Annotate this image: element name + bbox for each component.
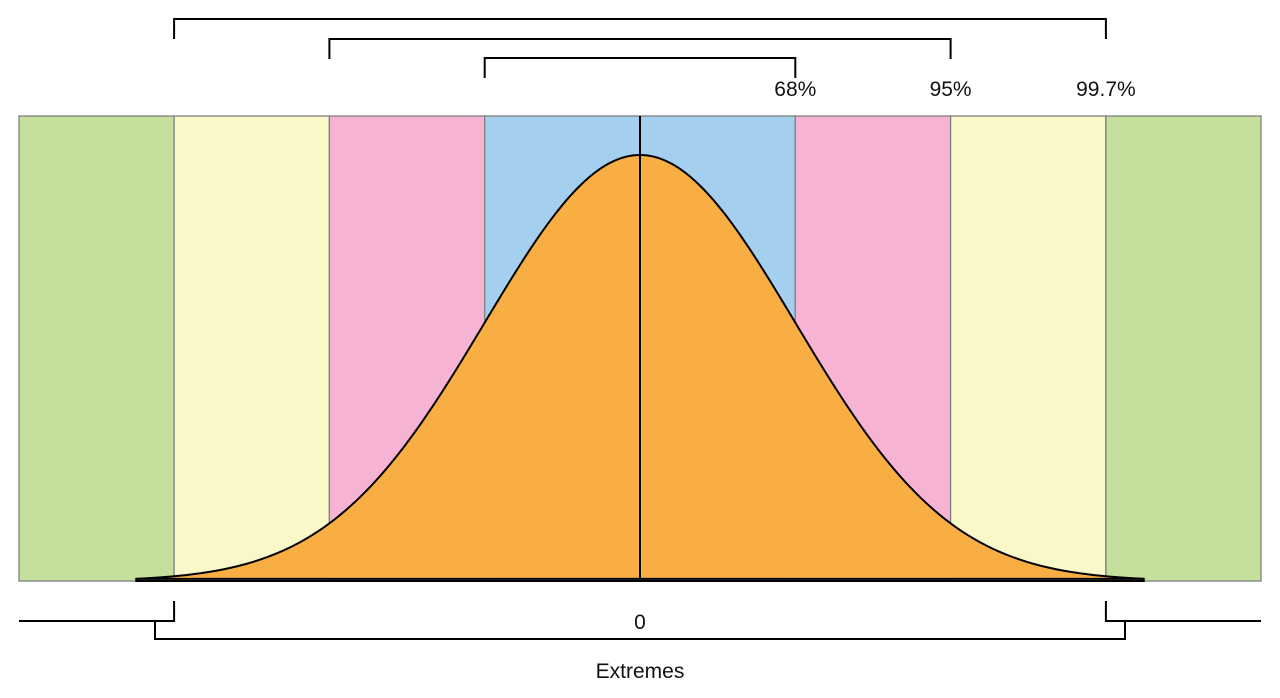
bracket-3sd — [173, 18, 1107, 39]
bracket-label-3sd: 99.7% — [1076, 78, 1136, 101]
extremes-span-bracket — [154, 621, 1126, 640]
bracket-label-2sd: 95% — [930, 78, 972, 101]
center-label: 0 — [634, 611, 646, 634]
brackets-layer: 68% 95% 99.7% — [173, 18, 1136, 101]
band-outer-right — [1105, 115, 1262, 582]
extremes-label: Extremes — [596, 660, 685, 683]
band-second-left — [173, 115, 331, 582]
band-second-right — [949, 115, 1107, 582]
bracket-1sd — [483, 57, 797, 78]
extremes-bracket — [19, 601, 1261, 640]
band-outer-left — [18, 115, 175, 582]
extreme-right-bracket — [1104, 601, 1261, 622]
bracket-label-1sd: 68% — [774, 78, 816, 101]
bracket-2sd — [328, 38, 952, 59]
extreme-left-bracket — [19, 601, 176, 622]
